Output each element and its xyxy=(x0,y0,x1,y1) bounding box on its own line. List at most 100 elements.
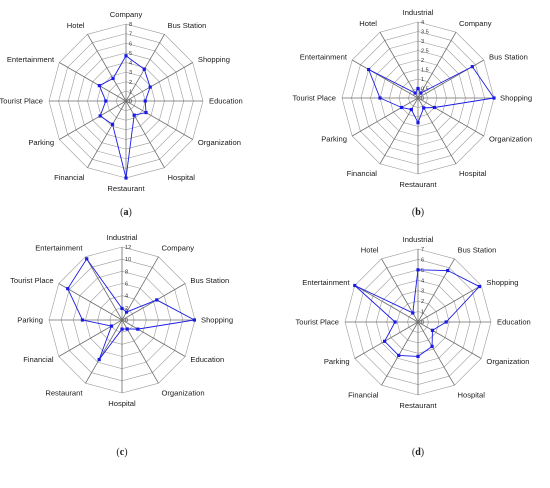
category-labels: Industrial Company Bus Station Shopping Educ… xyxy=(10,233,233,408)
series xyxy=(97,54,152,180)
tick-label: 8 xyxy=(129,22,132,28)
tick-label: 2 xyxy=(129,80,132,86)
category-label: Industrial xyxy=(403,8,434,17)
axis-spoke xyxy=(417,97,485,137)
axis-spoke xyxy=(379,31,419,99)
radar-grid xyxy=(341,21,495,175)
axis-spoke xyxy=(87,100,127,168)
radar-panel-a: 0 1 2 3 4 5 6 7 8 Company Bus Station Shopping Educa… xyxy=(0,10,243,218)
data-point xyxy=(98,114,102,118)
data-point xyxy=(416,354,420,359)
axis-spoke xyxy=(354,285,419,323)
data-point xyxy=(393,320,397,324)
category-label: Financial xyxy=(347,169,378,178)
tick-labels: 0 0.5 1 1.5 2 2.5 3 3.5 4 xyxy=(421,20,429,102)
category-label: Shopping xyxy=(486,278,518,287)
category-label: Industrial xyxy=(107,233,138,242)
tick-label: 4 xyxy=(125,294,128,300)
data-point xyxy=(477,284,482,289)
data-point xyxy=(66,287,70,291)
data-point xyxy=(422,106,426,110)
category-label: Hospital xyxy=(458,390,486,399)
data-point xyxy=(124,54,128,58)
data-point xyxy=(111,76,115,81)
category-label: Entertainment xyxy=(35,244,83,253)
tick-label: 4 xyxy=(129,61,132,67)
data-point xyxy=(144,110,148,115)
panel-label: (b) xyxy=(412,207,424,218)
axis-spoke xyxy=(85,256,123,321)
category-label: Shopping xyxy=(198,55,230,64)
data-point xyxy=(444,320,448,324)
tick-label: 7 xyxy=(421,247,424,253)
data-point xyxy=(125,327,129,331)
series-line xyxy=(98,55,151,179)
category-label: Financial xyxy=(54,173,85,182)
axis-spoke xyxy=(59,100,127,140)
category-label: Tourist Place xyxy=(296,318,339,327)
data-point xyxy=(97,84,101,88)
category-label: Parking xyxy=(17,316,43,325)
axis-spoke xyxy=(417,321,455,386)
data-point xyxy=(104,99,108,103)
axis-spoke xyxy=(121,319,186,357)
axis-spoke xyxy=(351,97,419,137)
tick-label: 0 xyxy=(421,320,424,326)
category-label: Education xyxy=(497,318,531,327)
category-label: Entertainment xyxy=(302,278,350,287)
data-point xyxy=(80,318,85,322)
data-point xyxy=(124,176,128,180)
data-point xyxy=(432,105,437,110)
category-label: Entertainment xyxy=(7,55,55,64)
data-point xyxy=(148,85,152,89)
tick-label: 3.5 xyxy=(421,30,429,36)
tick-label: 7 xyxy=(129,32,132,38)
tick-label: 6 xyxy=(421,257,424,263)
radar-panel-b: 0 0.5 1 1.5 2 2.5 3 3.5 4 Industrial Company Bus St… xyxy=(293,8,533,218)
tick-labels: 0 1 2 3 4 5 6 7 xyxy=(421,247,424,326)
data-point xyxy=(132,113,136,117)
category-label: Organization xyxy=(198,138,241,147)
data-point xyxy=(416,86,420,91)
series xyxy=(66,257,196,362)
tick-label: 3 xyxy=(421,289,424,295)
axis-spoke xyxy=(417,285,482,323)
radar-panel-d: 0 1 2 3 4 5 6 7 Industrial Bus Station Shopping Edu… xyxy=(296,235,531,458)
data-point xyxy=(430,328,435,332)
tick-label: 6 xyxy=(129,41,132,47)
axis-spoke xyxy=(125,62,193,102)
panel-label: (a) xyxy=(120,207,132,218)
category-label: Company xyxy=(110,10,143,19)
tick-label: 2 xyxy=(421,299,424,305)
axis-spoke xyxy=(125,100,193,140)
data-point xyxy=(446,268,450,273)
category-label: Organization xyxy=(486,357,529,366)
category-label: Shopping xyxy=(201,316,233,325)
category-labels: Industrial Company Bus Station Shopping Orga… xyxy=(293,8,533,189)
data-point xyxy=(419,91,423,95)
category-label: Entertainment xyxy=(300,53,348,62)
data-point xyxy=(124,310,129,314)
category-label: Bus Station xyxy=(168,21,207,30)
category-label: Financial xyxy=(23,355,54,364)
tick-label: 3 xyxy=(421,39,424,45)
category-label: Restaurant xyxy=(45,388,83,397)
data-point xyxy=(110,122,115,126)
data-point xyxy=(109,324,114,328)
category-label: Hospital xyxy=(108,399,136,408)
data-point xyxy=(378,96,382,100)
tick-label: 5 xyxy=(421,268,424,274)
category-label: Bus Station xyxy=(190,276,229,285)
tick-label: 4 xyxy=(421,278,424,284)
data-point xyxy=(136,327,140,331)
category-label: Tourist Place xyxy=(10,276,53,285)
tick-label: 2 xyxy=(421,58,424,64)
data-point xyxy=(85,257,89,261)
tick-label: 6 xyxy=(125,282,128,288)
tick-label: 5 xyxy=(129,51,132,57)
tick-label: 0 xyxy=(421,96,424,102)
category-label: Hotel xyxy=(67,21,85,30)
data-point xyxy=(416,121,420,125)
data-point xyxy=(155,298,159,302)
